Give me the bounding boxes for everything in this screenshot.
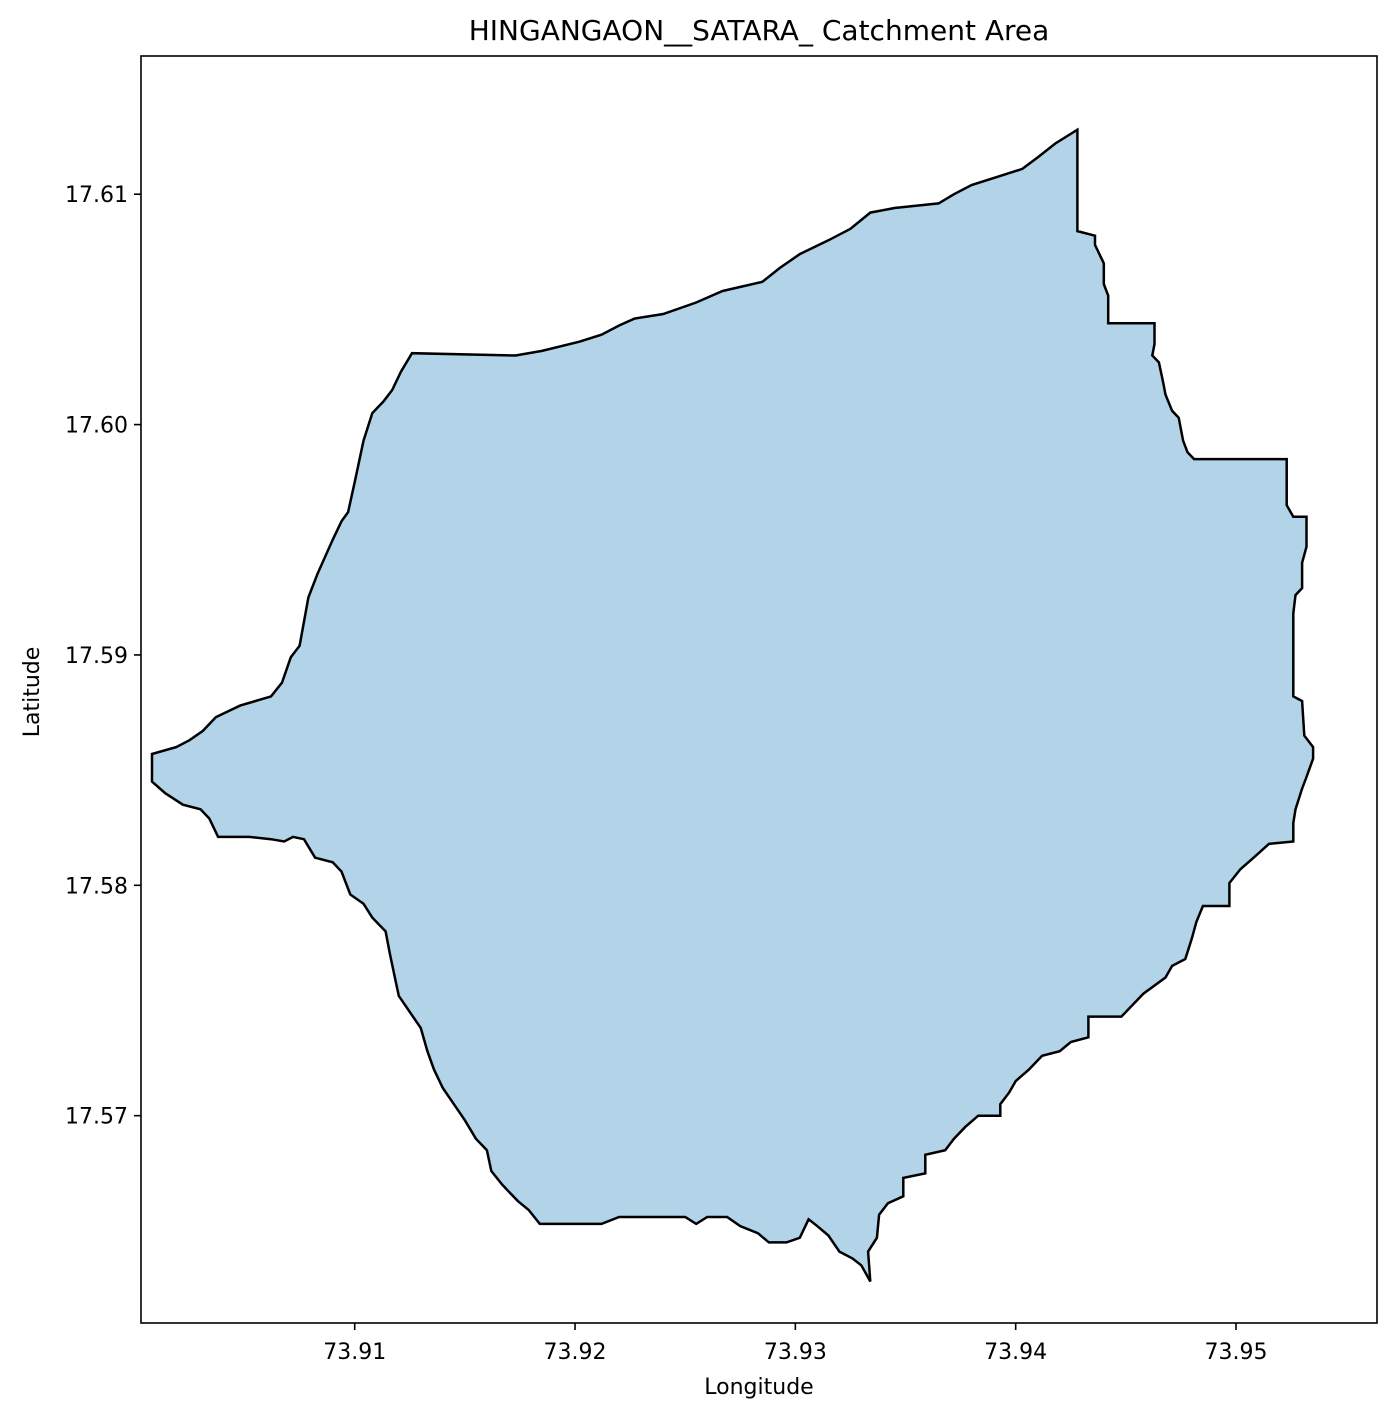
y-axis-ticks: 17.57 17.58 17.59 17.60 17.61	[65, 183, 141, 1130]
x-tick-label: 73.93	[764, 1340, 827, 1365]
y-tick-label: 17.57	[65, 1105, 128, 1130]
y-tick-label: 17.60	[65, 414, 128, 439]
x-axis-ticks: 73.91 73.92 73.93 73.94 73.95	[323, 1323, 1267, 1365]
x-tick-label: 73.92	[544, 1340, 607, 1365]
y-tick-label: 17.59	[65, 644, 128, 669]
y-tick-label: 17.61	[65, 183, 128, 208]
x-tick-label: 73.95	[1205, 1340, 1268, 1365]
y-tick-label: 17.58	[65, 874, 128, 899]
x-axis-label: Longitude	[704, 1375, 813, 1400]
y-axis-label: Latitude	[20, 647, 45, 738]
catchment-boundary-polygon	[150, 127, 1315, 1283]
chart-title: HINGANGAON__SATARA_ Catchment Area	[469, 14, 1050, 47]
x-tick-label: 73.91	[323, 1340, 386, 1365]
plot-frame	[140, 55, 1378, 1324]
x-tick-label: 73.94	[984, 1340, 1047, 1365]
